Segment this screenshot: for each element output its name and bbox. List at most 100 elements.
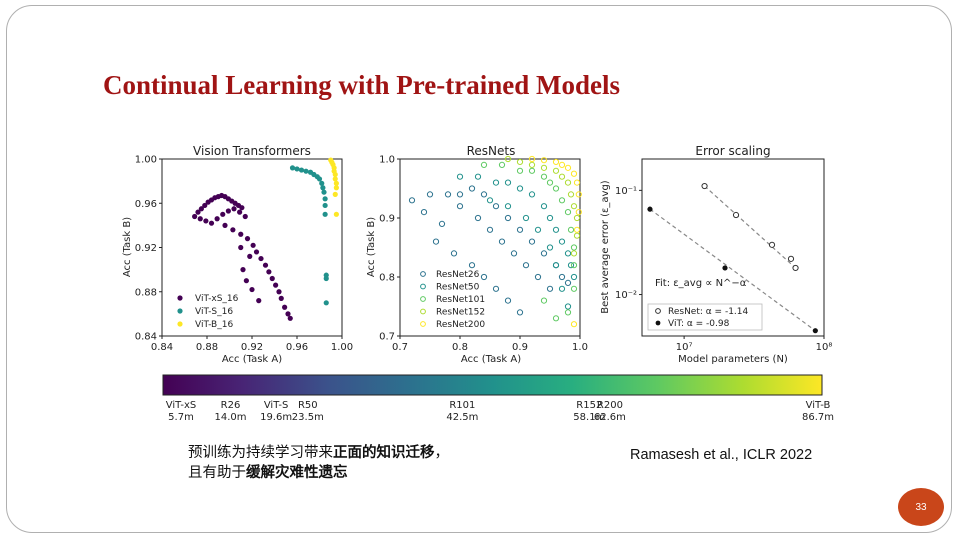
vit-point-series-1 <box>321 189 327 195</box>
fit-annotation: Fit: ε_avg ∝ N^−α <box>655 278 747 289</box>
legend-resnet-4: ResNet200 <box>436 320 485 330</box>
resnet-point-series-0 <box>498 238 506 245</box>
resnet-point-series-0 <box>564 279 572 286</box>
colorbar-label-name: ViT-xS <box>166 400 196 411</box>
legend-marker-resnet-2 <box>420 296 426 302</box>
resnet-ytick-label: 0.7 <box>379 332 395 343</box>
error-legend-box <box>647 303 763 331</box>
legend-marker-resnet <box>655 308 661 314</box>
resnet-point-series-0 <box>468 185 476 192</box>
resnet-point-series-3 <box>528 161 536 168</box>
vit-point-series-0 <box>253 249 260 255</box>
vit-xtick-label: 0.84 <box>151 342 173 353</box>
vit-point-series-0 <box>198 206 204 212</box>
caption-line-1-end: ， <box>434 445 450 461</box>
vit-point-series-2 <box>332 176 338 182</box>
vit-xtick-label: 0.96 <box>286 342 308 353</box>
resnet-point-series-4 <box>558 161 566 168</box>
page-number-badge: 33 <box>898 488 944 526</box>
resnet-point-series-1 <box>522 214 530 222</box>
vit-ytick-label: 0.92 <box>135 243 157 254</box>
legend-marker-resnet-1 <box>420 283 426 290</box>
vit-legend: ViT-xS_16 ViT-S_16 ViT-B_16 <box>177 294 239 330</box>
resnet-point-series-3 <box>558 173 566 180</box>
resnet-point-series-3 <box>567 191 575 198</box>
vit-point-series-0 <box>230 227 236 233</box>
resnet-point-series-4 <box>570 170 578 177</box>
vit-point-series-0 <box>282 304 288 310</box>
caption-line-2-bold: 缓解灾难性遗忘 <box>246 465 348 481</box>
vit-point-series-0 <box>258 255 264 262</box>
caption-line-1-plain: 预训练为持续学习带来 <box>188 445 333 461</box>
resnet-point-series-3 <box>564 179 572 186</box>
resnet-point-series-0 <box>468 262 476 269</box>
vit-point-series-1 <box>323 300 329 306</box>
colorbar-label-name: R26 <box>221 400 241 411</box>
resnet-point-series-0 <box>504 297 512 304</box>
vit-point-series-0 <box>249 286 255 293</box>
fit-line-series-1 <box>649 208 816 332</box>
vit-point-series-1 <box>289 165 296 171</box>
resnet-point-series-2 <box>552 315 560 322</box>
vit-chart-title: Vision Transformers <box>193 144 311 158</box>
resnet-point-series-0 <box>438 220 446 227</box>
resnet-xtick-label: 0.9 <box>512 342 528 353</box>
legend-vit-alpha: ViT: α = -0.98 <box>668 319 730 329</box>
resnet-ytick-label: 0.8 <box>379 273 395 284</box>
vit-xtick-label: 0.88 <box>196 342 218 353</box>
vit-point-series-0 <box>202 202 208 209</box>
resnet-point-series-2 <box>546 179 554 186</box>
colorbar-label-name: R200 <box>597 400 623 411</box>
vit-point-series-0 <box>276 289 282 295</box>
resnet-point-series-0 <box>486 226 494 233</box>
vit-point-series-0 <box>238 231 244 237</box>
error-point-series-0 <box>787 255 795 262</box>
resnet-point-series-1 <box>564 303 572 310</box>
error-xtick-label: 10⁷ <box>676 342 693 353</box>
resnet-point-series-2 <box>570 244 578 251</box>
resnet-point-series-1 <box>528 191 536 198</box>
vit-ytick-label: 1.00 <box>135 155 157 166</box>
vit-point-series-1 <box>319 180 325 186</box>
resnet-point-series-4 <box>573 179 581 186</box>
vit-point-series-0 <box>237 209 243 215</box>
resnet-point-series-2 <box>516 167 524 174</box>
colorbar-label-params: 5.7m <box>168 412 194 423</box>
resnet-point-series-2 <box>540 173 548 180</box>
colorbar-label-params: 42.5m <box>446 412 478 423</box>
vit-point-series-1 <box>294 166 300 172</box>
resnet-point-series-0 <box>492 203 500 210</box>
resnet-point-series-2 <box>570 262 578 269</box>
error-scaling-chart: Error scaling 10⁷ 10⁸ 10⁻¹ 10⁻² Model para… <box>600 144 832 365</box>
vit-point-series-1 <box>303 168 309 174</box>
resnet-point-series-4 <box>528 155 536 163</box>
resnet-point-series-2 <box>540 297 548 304</box>
resnet-point-series-4 <box>540 157 548 164</box>
resnet-point-series-0 <box>408 197 416 204</box>
legend-marker-vit <box>655 320 661 326</box>
resnet-point-series-1 <box>456 173 464 180</box>
resnet-point-series-3 <box>573 214 581 222</box>
error-xtick-label: 10⁸ <box>816 342 833 353</box>
vit-xlabel: Acc (Task A) <box>222 354 282 365</box>
error-ylabel: Best average error (ε_avg) <box>600 180 611 314</box>
resnet-point-series-1 <box>552 262 560 269</box>
caption-line-1: 预训练为持续学习带来正面的知识迁移， <box>188 443 449 463</box>
vit-point-series-0 <box>220 211 226 217</box>
resnet-point-series-2 <box>552 185 560 192</box>
error-point-series-0 <box>701 182 708 190</box>
error-point-series-0 <box>768 241 776 248</box>
resnet-point-series-2 <box>480 161 488 168</box>
colorbar-label-name: ViT-B <box>806 400 831 411</box>
vit-point-series-0 <box>278 295 284 301</box>
error-point-series-1 <box>647 206 653 212</box>
legend-marker-vit-s <box>177 308 183 314</box>
vit-point-series-0 <box>250 242 256 248</box>
colorbar-label-params: 14.0m <box>215 412 247 423</box>
resnet-chart: ResNets 0.7 0.8 0.9 1.0 0.7 0.8 0.9 1.0 Acc (T… <box>366 144 588 365</box>
resnet-point-series-0 <box>426 191 434 198</box>
resnet-point-series-3 <box>573 232 581 239</box>
resnet-point-series-4 <box>575 191 582 198</box>
resnet-chart-title: ResNets <box>467 144 516 158</box>
